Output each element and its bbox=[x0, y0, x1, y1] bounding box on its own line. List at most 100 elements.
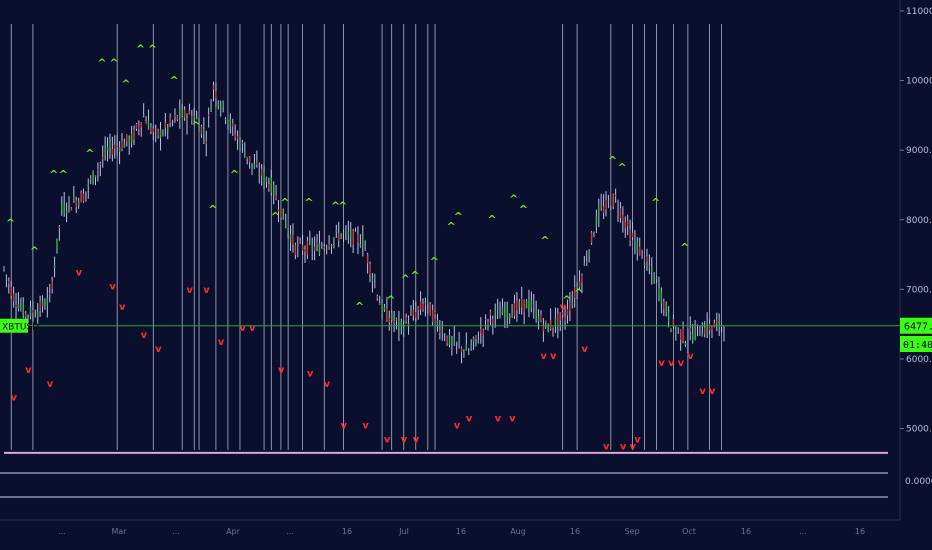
down-marker: v bbox=[384, 434, 391, 445]
down-marker: v bbox=[709, 386, 716, 397]
up-marker: ^ bbox=[109, 57, 118, 70]
up-marker: ^ bbox=[30, 245, 39, 258]
down-marker: v bbox=[620, 441, 627, 452]
down-marker: v bbox=[278, 365, 285, 376]
up-marker: ^ bbox=[271, 210, 280, 223]
candles bbox=[3, 81, 725, 364]
down-marker: v bbox=[687, 351, 694, 362]
time-tick-label: ... bbox=[172, 527, 180, 536]
down-marker: v bbox=[155, 344, 162, 355]
time-tick-label: ... bbox=[286, 527, 294, 536]
time-axis: ... Mar... Apr... 16 Jul 16 Aug 16 Sep Oct 16... 16 bbox=[58, 527, 865, 536]
down-marker: v bbox=[581, 344, 588, 355]
countdown-tag: 01:40:33 bbox=[900, 336, 932, 352]
time-tick-label: ... bbox=[799, 527, 807, 536]
price-tick-label: 5000.0 bbox=[906, 425, 932, 435]
down-marker: v bbox=[239, 323, 246, 334]
time-tick-label: 16 bbox=[456, 527, 466, 536]
up-marker: ^ bbox=[304, 196, 313, 209]
down-marker: v bbox=[119, 302, 126, 313]
up-marker: ^ bbox=[59, 168, 68, 181]
down-marker: v bbox=[76, 267, 83, 278]
down-marker: v bbox=[109, 281, 116, 292]
price-tick-label: 6000.0 bbox=[906, 355, 932, 365]
time-tick-label: Apr bbox=[226, 527, 241, 536]
up-marker: ^ bbox=[230, 168, 239, 181]
down-marker: v bbox=[218, 337, 225, 348]
up-marker: ^ bbox=[191, 119, 200, 132]
time-tick-label: Oct bbox=[682, 527, 696, 536]
down-marker: v bbox=[249, 323, 256, 334]
down-marker: v bbox=[11, 393, 18, 404]
countdown-value: 01:40:33 bbox=[903, 340, 932, 351]
up-marker: ^ bbox=[651, 196, 660, 209]
up-marker: ^ bbox=[608, 154, 617, 167]
price-tick-label: 7000.0 bbox=[906, 285, 932, 295]
down-marker: v bbox=[668, 358, 675, 369]
down-marker: v bbox=[550, 351, 557, 362]
down-marker: v bbox=[307, 368, 314, 379]
down-marker: v bbox=[509, 414, 516, 425]
down-marker: v bbox=[186, 285, 193, 296]
symbol-label: XBTUSD bbox=[2, 323, 39, 333]
down-marker: v bbox=[466, 414, 473, 425]
up-marker: ^ bbox=[410, 269, 419, 282]
down-marker: v bbox=[413, 434, 420, 445]
up-marker: ^ bbox=[454, 210, 463, 223]
up-marker: ^ bbox=[617, 161, 626, 174]
down-marker: v bbox=[25, 365, 32, 376]
up-markers: ^^^ ^^^ ^^^ ^^^^^^^ ^ ^^^^^ ^^^^ ^^^^^^^^^^ bbox=[6, 43, 689, 314]
up-marker: ^ bbox=[401, 272, 410, 285]
down-marker: v bbox=[634, 434, 641, 445]
up-marker: ^ bbox=[170, 74, 179, 87]
time-tick-label: Mar bbox=[111, 527, 127, 536]
price-tick-label: 10000.0 bbox=[906, 77, 932, 87]
time-tick-label: 16 bbox=[741, 527, 751, 536]
up-marker: ^ bbox=[49, 168, 58, 181]
down-marker: v bbox=[47, 379, 54, 390]
up-marker: ^ bbox=[446, 220, 455, 233]
lower-pane-value: 0.0000 bbox=[905, 477, 932, 487]
up-marker: ^ bbox=[355, 300, 364, 313]
time-tick-label: Aug bbox=[510, 527, 526, 536]
time-tick-label: Sep bbox=[624, 527, 639, 536]
time-tick-label: 16 bbox=[855, 527, 865, 536]
up-marker: ^ bbox=[338, 199, 347, 212]
up-marker: ^ bbox=[280, 196, 289, 209]
up-marker: ^ bbox=[430, 255, 439, 268]
down-marker: v bbox=[629, 441, 636, 452]
price-tick-label: 11000.0 bbox=[906, 7, 932, 17]
down-marker: v bbox=[540, 351, 547, 362]
up-marker: ^ bbox=[136, 43, 145, 56]
symbol-tag[interactable]: XBTUSD bbox=[0, 318, 39, 333]
up-marker: ^ bbox=[148, 43, 157, 56]
up-marker: ^ bbox=[331, 199, 340, 212]
up-marker: ^ bbox=[509, 192, 518, 205]
down-marker: v bbox=[678, 358, 685, 369]
up-marker: ^ bbox=[562, 293, 571, 306]
up-marker: ^ bbox=[85, 147, 94, 160]
price-tick-label: 9000.0 bbox=[906, 146, 932, 156]
up-marker: ^ bbox=[97, 57, 106, 70]
up-marker: ^ bbox=[680, 241, 689, 254]
down-marker: v bbox=[203, 285, 210, 296]
time-tick-label: 16 bbox=[342, 527, 352, 536]
down-marker: v bbox=[141, 330, 148, 341]
time-tick-label: 16 bbox=[570, 527, 580, 536]
up-marker: ^ bbox=[487, 213, 496, 226]
down-marker: v bbox=[603, 441, 610, 452]
current-price-value: 6477.5 bbox=[904, 322, 932, 333]
down-marker: v bbox=[454, 421, 461, 432]
price-axis: 5000.0 6000.0 7000.0 8000.0 9000.0 10000.0 110… bbox=[900, 7, 932, 435]
down-marker: v bbox=[324, 379, 331, 390]
time-tick-label: Jul bbox=[398, 527, 409, 536]
up-marker: ^ bbox=[574, 286, 583, 299]
time-tick-label: ... bbox=[58, 527, 66, 536]
down-marker: v bbox=[495, 414, 502, 425]
up-marker: ^ bbox=[519, 203, 528, 216]
down-marker: v bbox=[362, 421, 369, 432]
up-marker: ^ bbox=[208, 203, 217, 216]
